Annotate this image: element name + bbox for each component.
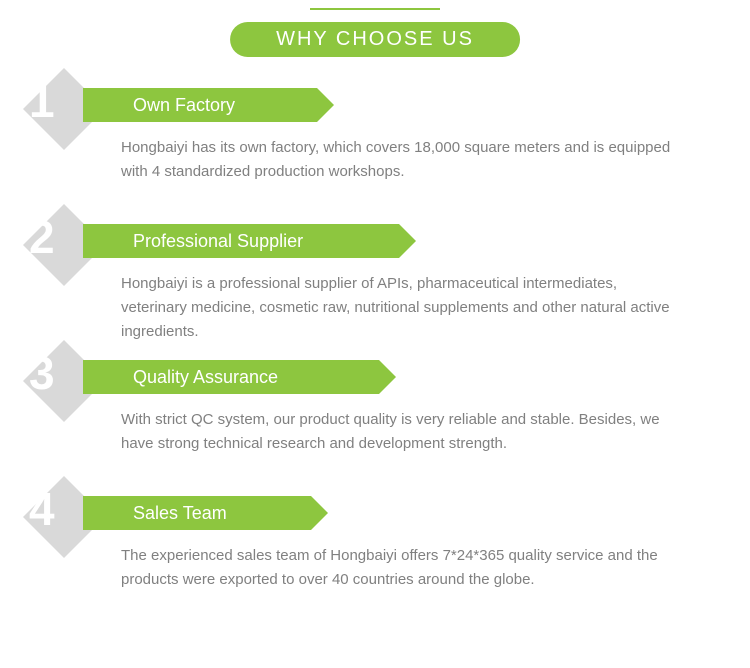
feature-title-bar: Sales Team (83, 496, 311, 530)
feature-title: Sales Team (83, 503, 251, 524)
header-badge: WHY CHOOSE US (230, 22, 520, 57)
feature-description: Hongbaiyi has its own factory, which cov… (121, 136, 681, 184)
feature-description: Hongbaiyi is a professional supplier of … (121, 272, 681, 344)
feature-description: The experienced sales team of Hongbaiyi … (121, 544, 681, 592)
feature-description: With strict QC system, our product quali… (121, 408, 681, 456)
feature-title-bar: Professional Supplier (83, 224, 399, 258)
feature-title-bar: Quality Assurance (83, 360, 379, 394)
feature-number: 1 (29, 74, 55, 128)
feature-title: Professional Supplier (83, 231, 327, 252)
feature-number: 4 (29, 482, 55, 536)
header-title: WHY CHOOSE US (276, 28, 474, 50)
feature-title: Own Factory (83, 95, 259, 116)
feature-number: 2 (29, 210, 55, 264)
feature-number: 3 (29, 346, 55, 400)
top-accent-line (310, 8, 440, 10)
feature-title-bar: Own Factory (83, 88, 317, 122)
feature-title: Quality Assurance (83, 367, 302, 388)
